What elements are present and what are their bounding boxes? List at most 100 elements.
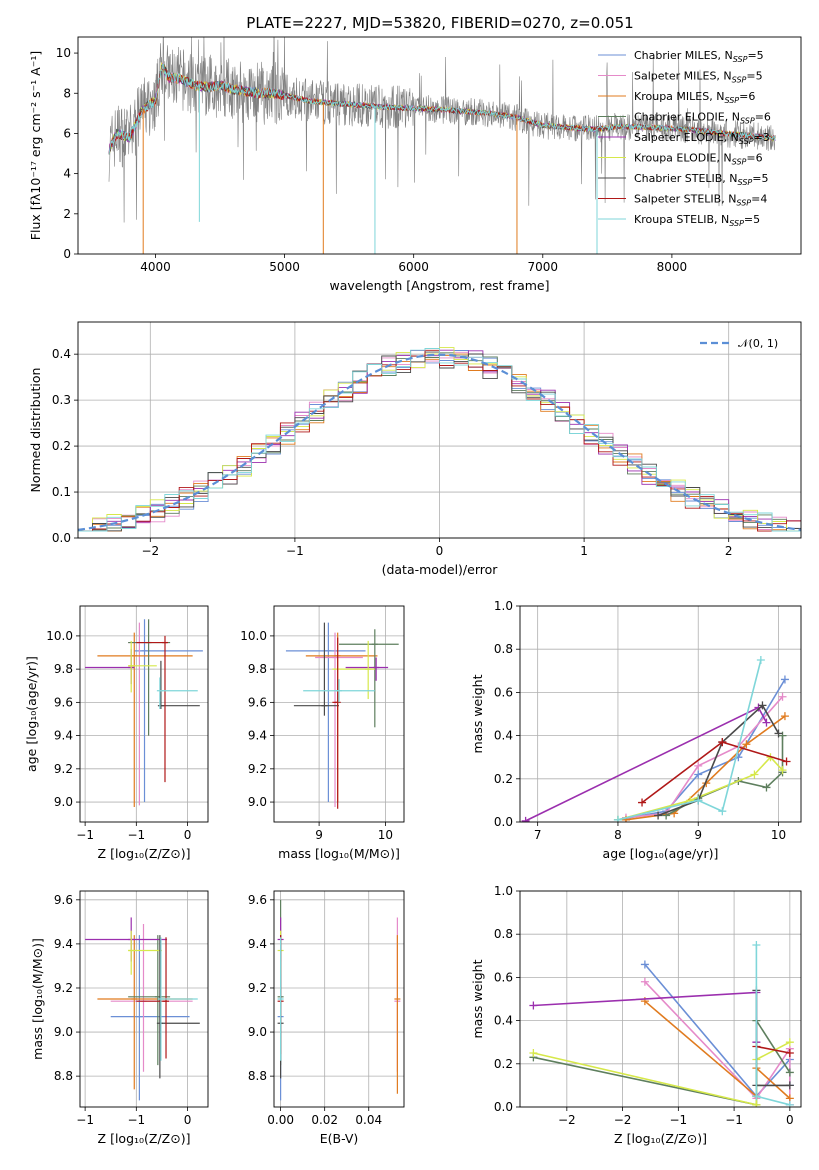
x-tick-label: 8 [614, 828, 622, 842]
y-axis-label: mass [log₁₀(M/M⊙)] [30, 938, 45, 1060]
plot-area [277, 899, 401, 1101]
y-tick-label: 9.4 [248, 937, 267, 951]
x-axis-label: mass [log₁₀(M/M⊙)] [278, 846, 400, 861]
weight-marker [785, 1081, 794, 1090]
y-tick-label: 9.2 [248, 981, 267, 995]
axes-frame [519, 890, 802, 1108]
y-tick-label: 9.0 [54, 795, 73, 809]
y-tick-label: 0.6 [494, 970, 513, 984]
weight-marker [778, 731, 787, 740]
axes-frame [77, 36, 802, 255]
y-tick-label: 9.0 [248, 795, 267, 809]
weight-marker [762, 783, 771, 792]
x-axis-label: Z [log₁₀(Z/Z⊙)] [98, 1131, 191, 1146]
y-axis-label: mass weight [470, 959, 485, 1038]
x-axis-label: Z [log₁₀(Z/Z⊙)] [98, 846, 191, 861]
y-tick-label: 9.6 [54, 893, 73, 907]
y-tick-label: 10.0 [240, 629, 267, 643]
x-tick-label: 0.00 [267, 1113, 294, 1127]
weight-marker [785, 1100, 794, 1107]
x-tick-label: 8000 [657, 260, 688, 274]
y-tick-label: 0.6 [494, 685, 513, 699]
y-tick-label: 8 [63, 86, 71, 100]
y-tick-label: 0.4 [494, 1014, 513, 1028]
panel-spectrum: 4000 5000 6000 7000 8000 0 2 4 6 8 10 wavelength [A… [28, 36, 802, 293]
y-tick-label: 0 [63, 247, 71, 261]
y-tick-label: 0.2 [494, 1057, 513, 1071]
x-tick-label: −2 [614, 1113, 632, 1127]
x-tick-label: 7000 [528, 260, 559, 274]
figure-title: PLATE=2227, MJD=53820, FIBERID=0270, z=0… [246, 14, 633, 32]
x-tick-label: −1 [725, 1113, 743, 1127]
x-tick-label: −1 [286, 544, 304, 558]
weight-marker [752, 941, 761, 949]
weight-marker [742, 740, 751, 749]
x-tick-label: −1 [76, 828, 94, 842]
model-spectrum [108, 64, 776, 155]
y-tick-label: 10 [56, 46, 71, 60]
panel-mass-vs-Z: −1 −1 0 8.8 9.0 9.2 9.4 9.6 Z [log₁₀(Z/Z⊙)] mass … [30, 890, 209, 1146]
y-tick-label: 9.4 [248, 729, 267, 743]
x-tick-label: 0 [786, 1113, 794, 1127]
weight-marker [529, 1049, 538, 1057]
panel-age-vs-mass: 9 10 9.0 9.2 9.4 9.6 9.8 10.0 mass [log₁₀(M/M⊙)] [240, 605, 405, 861]
y-tick-label: 1.0 [494, 884, 513, 898]
y-tick-label: 9.4 [54, 729, 73, 743]
x-tick-label: 10 [771, 828, 786, 842]
y-tick-label: 9.2 [54, 981, 73, 995]
y-tick-label: 9.6 [248, 893, 267, 907]
weight-line [617, 659, 762, 821]
weight-marker [782, 757, 791, 766]
x-tick-label: 0 [184, 828, 192, 842]
x-axis-label: age [log₁₀(age/yr)] [603, 846, 719, 861]
x-axis-label: wavelength [Angstrom, rest frame] [329, 278, 549, 293]
weight-marker [718, 738, 727, 747]
panel-residuals: −2 −1 0 1 2 0.0 0.1 0.2 0.3 0.4 (data-model)/error… [28, 321, 802, 577]
x-tick-label: 0.04 [355, 1113, 382, 1127]
x-tick-label: 10 [378, 828, 393, 842]
weight-line [644, 981, 791, 1105]
axes-frame [79, 890, 209, 1108]
weight-marker [785, 1068, 794, 1077]
y-tick-label: 4 [63, 167, 71, 181]
weight-marker [694, 770, 703, 779]
plot-area [85, 619, 203, 808]
weight-marker [752, 1092, 761, 1101]
plot-area [521, 656, 791, 822]
plot-area [285, 622, 399, 809]
legend-entry: Kroupa MILES, NSSP=6 [634, 90, 755, 105]
weight-marker [778, 692, 787, 701]
observed-spectrum [108, 37, 776, 223]
weight-marker [613, 815, 622, 822]
y-tick-label: 1.0 [494, 599, 513, 613]
x-axis-label: E(B-V) [320, 1131, 359, 1146]
y-tick-label: 0.8 [494, 927, 513, 941]
weight-marker [718, 807, 727, 816]
axes-frame [519, 605, 802, 823]
legend-entry: Kroupa ELODIE, NSSP=6 [634, 152, 763, 167]
x-axis-label: (data-model)/error [382, 562, 499, 577]
weight-marker [785, 1049, 794, 1057]
x-tick-label: −1 [127, 828, 145, 842]
legend-entry: Chabrier MILES, NSSP=5 [634, 49, 764, 64]
weight-marker [778, 766, 787, 775]
x-tick-label: 1 [580, 544, 588, 558]
legend-entry: 𝒩(0, 1) [738, 337, 778, 350]
y-tick-label: 6 [63, 126, 71, 140]
plot-area [108, 37, 776, 254]
legend-entry: Chabrier ELODIE, NSSP=6 [634, 111, 771, 126]
x-tick-label: 6000 [398, 260, 429, 274]
y-tick-label: 0.0 [494, 815, 513, 829]
weight-marker [752, 1100, 761, 1107]
weight-marker [694, 796, 703, 805]
y-tick-label: 0.0 [52, 531, 71, 545]
y-axis-label: mass weight [470, 674, 485, 753]
y-tick-label: 0.3 [52, 393, 71, 407]
x-tick-label: 0 [184, 1113, 192, 1127]
y-tick-label: 0.8 [494, 642, 513, 656]
axes-frame [273, 605, 405, 823]
panel-mass-vs-EBV: 0.00 0.02 0.04 8.8 9.0 9.2 9.4 9.6 E(B-V) [248, 890, 405, 1146]
y-tick-label: 9.4 [54, 937, 73, 951]
plot-area [85, 917, 200, 1101]
